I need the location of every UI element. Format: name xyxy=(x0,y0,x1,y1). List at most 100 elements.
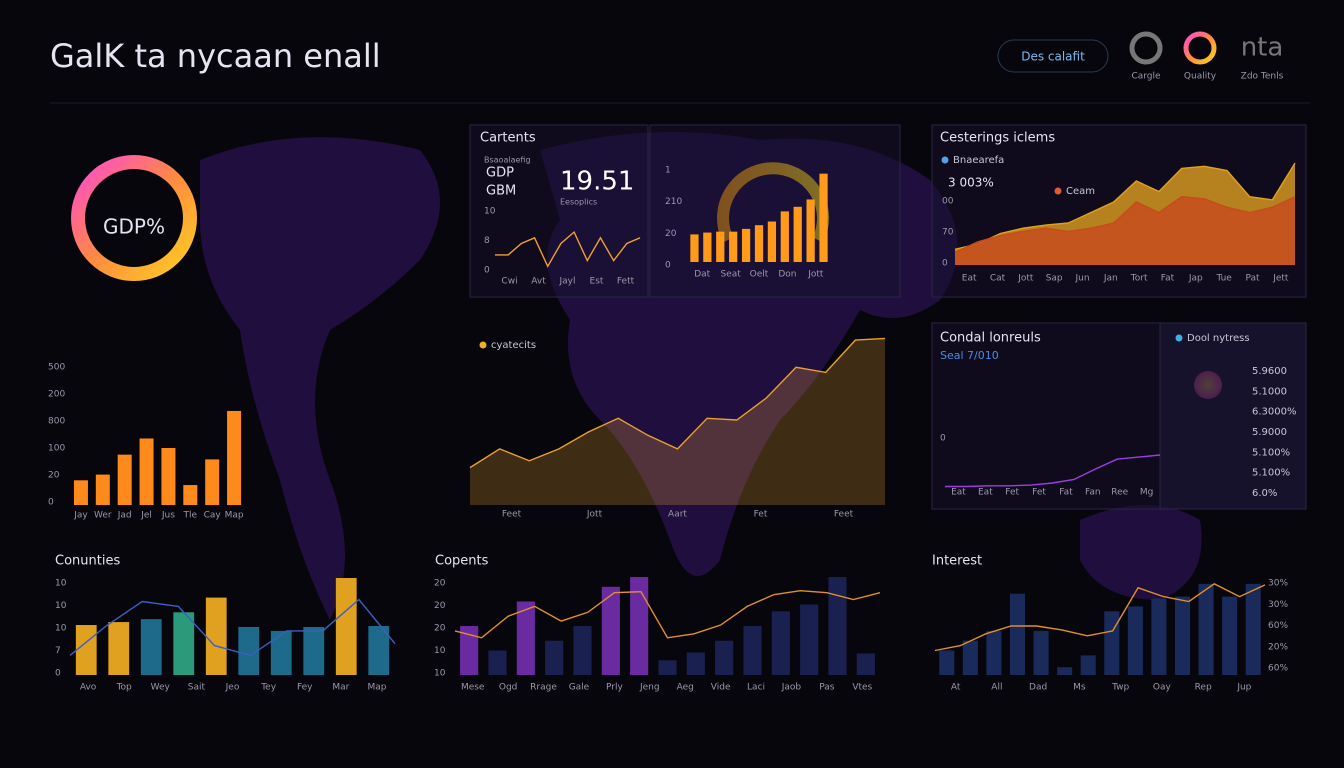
x-tick-label: Avo xyxy=(80,683,97,693)
panel-title: Interest xyxy=(932,554,982,569)
bar xyxy=(1174,596,1191,675)
y-tick-label: 20 xyxy=(434,601,446,611)
bar xyxy=(117,454,132,505)
bar xyxy=(780,211,789,262)
bar xyxy=(227,410,242,505)
x-tick-label: Ogd xyxy=(499,683,518,693)
x-tick-label: Jott xyxy=(1017,274,1034,284)
bar xyxy=(139,438,154,505)
bar xyxy=(161,448,176,505)
button[interactable]: Des calafit xyxy=(1021,50,1085,64)
bar xyxy=(754,225,764,262)
x-tick-label: Jan xyxy=(1103,274,1118,284)
x-tick-label: Tort xyxy=(1130,274,1148,284)
y-tick-label: 0 xyxy=(940,434,946,444)
bar xyxy=(573,626,592,675)
y-tick-label: 0 xyxy=(665,261,671,271)
y-tick-label: 7 xyxy=(55,646,61,656)
logo[interactable]: nta xyxy=(1241,33,1284,63)
bar xyxy=(716,231,725,262)
x-tick-label: Pas xyxy=(819,683,835,693)
line xyxy=(469,337,886,469)
x-tick-label: Twp xyxy=(1111,683,1129,693)
bar xyxy=(1151,598,1167,675)
x-tick-label: Eat xyxy=(951,488,966,498)
icon-label: Cargle xyxy=(1131,72,1161,82)
panel-text: Eesoplics xyxy=(560,198,597,207)
x-tick-label: Jott xyxy=(586,510,603,520)
line xyxy=(934,583,1266,652)
x-tick-label: Mese xyxy=(461,683,485,693)
donut-ring xyxy=(71,155,197,281)
legend-dot xyxy=(1054,187,1062,195)
bar xyxy=(205,459,220,505)
bar xyxy=(75,625,97,675)
y-tick-label: 0 xyxy=(942,259,948,269)
y-tick-label: 0 xyxy=(55,669,61,679)
page-title: GalK ta nycaan enall xyxy=(50,37,381,75)
x-tick-label: Feet xyxy=(502,510,522,520)
y-tick-label: 10 xyxy=(55,601,67,611)
bar xyxy=(767,221,777,262)
x-tick-label: Don xyxy=(778,270,796,280)
bar xyxy=(205,597,227,675)
bar xyxy=(460,626,479,675)
x-tick-label: Rep xyxy=(1195,683,1212,693)
y-tick-label: 20 xyxy=(48,471,60,481)
side-label: 6.0% xyxy=(1252,488,1277,499)
line xyxy=(69,598,396,657)
bar xyxy=(183,485,198,505)
x-tick-label: Jeng xyxy=(639,683,660,693)
line xyxy=(954,196,1296,254)
y-tick-label: 20 xyxy=(434,579,446,589)
bar xyxy=(73,480,88,505)
icon[interactable] xyxy=(1183,31,1217,65)
x-tick-label: Map xyxy=(367,683,386,693)
legend-dot xyxy=(941,156,949,164)
x-tick-label: Tle xyxy=(183,511,198,521)
panel-text: GBM xyxy=(486,184,516,199)
bar xyxy=(771,611,790,675)
x-tick-label: Avt xyxy=(531,277,546,287)
panel-text: Bsaoalaefig xyxy=(484,156,531,165)
x-tick-label: Jad xyxy=(117,511,132,521)
bar xyxy=(545,640,564,675)
x-tick-label: Sap xyxy=(1046,274,1063,284)
bar xyxy=(939,650,955,675)
y-tick-label: 00 xyxy=(942,197,954,207)
panel-subtitle: Seal 7/010 xyxy=(940,349,999,362)
y-tick-label: 210 xyxy=(665,197,682,207)
area xyxy=(955,196,1295,265)
button-frame[interactable] xyxy=(997,39,1109,73)
x-tick-label: All xyxy=(991,683,1002,693)
x-tick-label: Jup xyxy=(1236,683,1251,693)
x-tick-label: Fan xyxy=(1085,488,1101,498)
x-tick-label: Laci xyxy=(747,683,765,693)
y-tick-label: 10 xyxy=(434,669,446,679)
x-tick-label: Est xyxy=(590,277,604,287)
x-tick-label: Cay xyxy=(204,511,222,521)
x-tick-label: Aeg xyxy=(677,683,694,693)
y-tick-label: 10 xyxy=(484,207,496,217)
y-tick-label: 10 xyxy=(434,646,446,656)
y-tick-label: 1 xyxy=(665,166,671,176)
icon[interactable] xyxy=(1129,31,1163,65)
bar xyxy=(1057,667,1073,675)
bar xyxy=(95,474,110,505)
bar xyxy=(658,660,677,675)
bar xyxy=(303,626,325,675)
bar xyxy=(368,626,390,675)
x-tick-label: Ree xyxy=(1111,488,1128,498)
y-tick-label: 20% xyxy=(1268,642,1288,652)
y-tick-label: 60% xyxy=(1268,621,1288,631)
bar xyxy=(108,622,130,675)
area xyxy=(470,338,885,505)
panel-title: Cartents xyxy=(480,131,536,146)
x-tick-label: Jett xyxy=(1272,274,1289,284)
legend-label: cyatecits xyxy=(491,340,536,351)
x-tick-label: Mar xyxy=(332,683,349,693)
y-tick-label: 8 xyxy=(484,236,490,246)
x-tick-label: Pat xyxy=(1245,274,1260,284)
y-tick-label: 800 xyxy=(48,417,65,427)
